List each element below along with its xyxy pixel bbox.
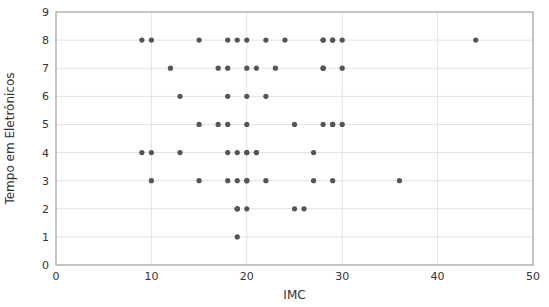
x-axis-label: IMC	[283, 288, 305, 302]
point	[292, 206, 297, 211]
point	[235, 206, 240, 211]
y-grid-line	[56, 152, 533, 153]
point	[168, 66, 173, 71]
x-tick-label: 0	[53, 270, 60, 283]
plot-area	[56, 12, 533, 265]
point	[149, 178, 154, 183]
y-grid-line	[56, 236, 533, 237]
point	[139, 38, 144, 43]
point	[235, 178, 240, 183]
point	[139, 150, 144, 155]
point	[254, 150, 259, 155]
y-tick-label: 4	[42, 147, 49, 160]
point	[321, 122, 326, 127]
point	[235, 206, 240, 211]
point	[473, 38, 478, 43]
points	[139, 38, 478, 240]
y-grid-line	[56, 68, 533, 69]
x-tick-label: 20	[240, 270, 254, 283]
point	[244, 66, 249, 71]
point	[321, 38, 326, 43]
y-tick-label: 7	[42, 62, 49, 75]
point	[330, 178, 335, 183]
grid	[56, 12, 533, 265]
point	[301, 206, 306, 211]
y-grid-line	[56, 180, 533, 181]
point	[197, 38, 202, 43]
point	[235, 38, 240, 43]
y-tick-label: 6	[42, 90, 49, 103]
point	[330, 122, 335, 127]
x-grid-line	[246, 12, 247, 265]
point	[244, 38, 249, 43]
point	[340, 122, 345, 127]
x-grid-line	[151, 12, 152, 265]
x-tick-label: 10	[144, 270, 158, 283]
point	[235, 150, 240, 155]
point	[340, 66, 345, 71]
point	[149, 38, 154, 43]
point	[321, 66, 326, 71]
point	[340, 38, 345, 43]
point	[244, 206, 249, 211]
tick-labels: 0 10 20 30 40 50 0 1 2 3 4 5 6 7 8 9	[42, 6, 540, 283]
point	[244, 150, 249, 155]
chart: 0 10 20 30 40 50 0 1 2 3 4 5 6 7 8 9 IMC Tempo em Eletrôn…	[0, 0, 549, 307]
point	[177, 94, 182, 99]
point	[254, 66, 259, 71]
point	[292, 122, 297, 127]
point	[225, 94, 230, 99]
point	[282, 38, 287, 43]
x-grid-line	[342, 12, 343, 265]
point	[244, 94, 249, 99]
y-tick-label: 0	[42, 259, 49, 272]
y-axis-label: Tempo em Eletrônicos	[3, 72, 17, 205]
point	[263, 178, 268, 183]
point	[254, 150, 259, 155]
point	[330, 38, 335, 43]
y-tick-label: 9	[42, 6, 49, 19]
point	[235, 234, 240, 239]
point	[273, 66, 278, 71]
point	[216, 66, 221, 71]
point	[235, 206, 240, 211]
point	[225, 122, 230, 127]
point	[311, 150, 316, 155]
point	[225, 38, 230, 43]
y-grid-line	[56, 40, 533, 41]
point	[321, 66, 326, 71]
point	[311, 178, 316, 183]
y-grid-line	[56, 96, 533, 97]
point	[197, 122, 202, 127]
y-tick-label: 3	[42, 175, 49, 188]
y-tick-label: 2	[42, 203, 49, 216]
point	[225, 66, 230, 71]
point	[177, 150, 182, 155]
y-tick-label: 5	[42, 118, 49, 131]
point	[330, 122, 335, 127]
point	[244, 122, 249, 127]
x-grid-line	[437, 12, 438, 265]
point	[263, 38, 268, 43]
point	[244, 150, 249, 155]
point	[225, 178, 230, 183]
point	[244, 178, 249, 183]
x-tick-label: 50	[526, 270, 540, 283]
point	[149, 150, 154, 155]
x-tick-label: 40	[431, 270, 445, 283]
point	[216, 122, 221, 127]
point	[330, 38, 335, 43]
x-tick-label: 30	[335, 270, 349, 283]
y-tick-label: 1	[42, 231, 49, 244]
y-tick-label: 8	[42, 34, 49, 47]
point	[321, 38, 326, 43]
point	[397, 178, 402, 183]
point	[263, 94, 268, 99]
plot-frame	[56, 12, 533, 265]
point	[225, 150, 230, 155]
point	[244, 178, 249, 183]
point	[197, 178, 202, 183]
